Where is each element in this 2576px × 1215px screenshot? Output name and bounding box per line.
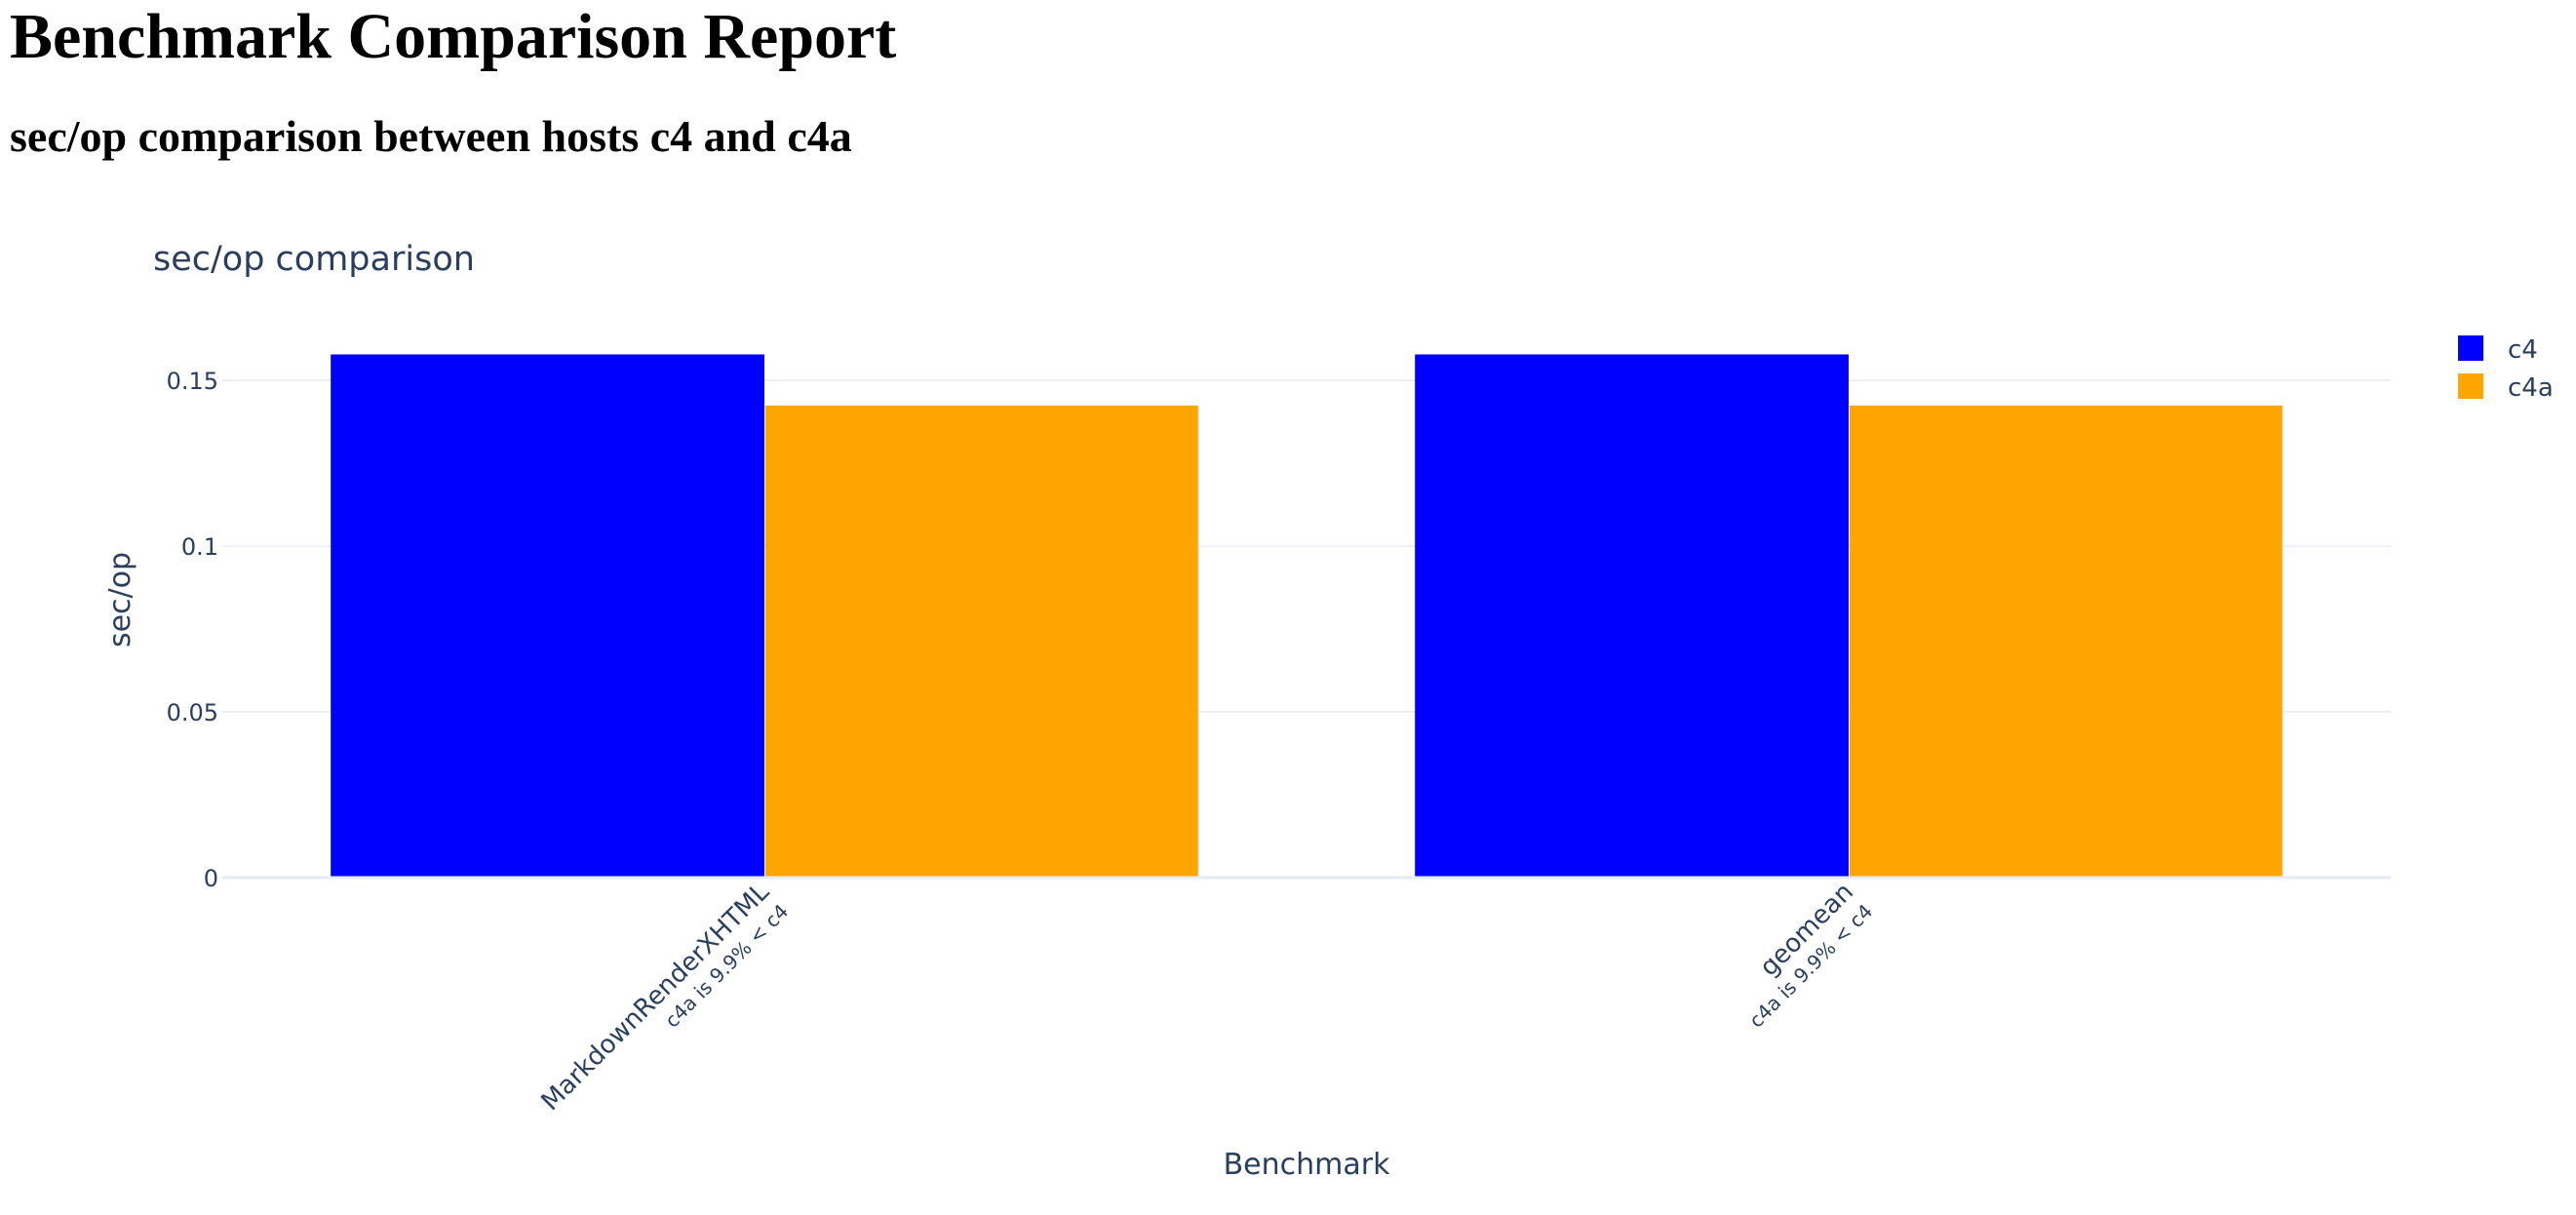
bar-c4a-geomean: [1850, 405, 2283, 878]
y-tick-label: 0.05: [167, 699, 218, 726]
x-axis-label: Benchmark: [1224, 1148, 1391, 1182]
bar-c4-MarkdownRenderXHTML: [331, 354, 764, 879]
y-axis-label: sec/op: [103, 552, 137, 647]
legend-label-c4a: c4a: [2508, 373, 2554, 403]
y-tick-labels: 0 0.05 0.1 0.15: [167, 368, 218, 892]
legend-swatch-c4a: [2458, 373, 2483, 399]
legend-swatch-c4: [2458, 335, 2483, 361]
report-title: Benchmark Comparison Report: [10, 1, 897, 72]
bar-c4a-MarkdownRenderXHTML: [765, 405, 1198, 878]
chart-title: sec/op comparison: [153, 240, 475, 279]
y-tick-label: 0.1: [181, 533, 218, 561]
bar-c4-geomean: [1415, 354, 1849, 879]
y-tick-label: 0.15: [167, 368, 218, 395]
x-tick-label: MarkdownRenderXHTML: [536, 877, 776, 1117]
y-tick-label: 0: [204, 865, 218, 892]
legend-label-c4: c4: [2508, 335, 2538, 365]
report-subtitle: sec/op comparison between hosts c4 and c…: [10, 111, 852, 161]
bars: [331, 354, 2283, 879]
